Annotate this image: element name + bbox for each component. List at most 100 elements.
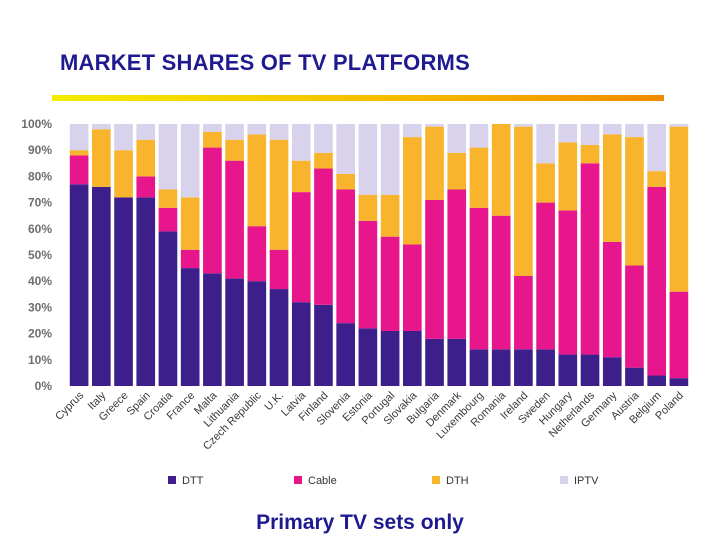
bar-segment-dth-croatia <box>158 189 178 208</box>
bar-segment-iptv-italy <box>91 124 111 130</box>
bar-segment-dtt-sweden <box>536 349 555 386</box>
bar-segment-iptv-cyprus <box>69 124 89 151</box>
bar-group <box>69 124 689 386</box>
bar-segment-cable-slovenia <box>336 189 356 324</box>
bar-segment-dtt-romania <box>491 349 511 386</box>
bar-segment-dth-france <box>180 197 200 250</box>
bar-segment-dtt-luxembourg <box>469 349 489 386</box>
bar-segment-dth-finland <box>314 152 333 169</box>
bar-segment-dth-romania <box>491 124 511 216</box>
stacked-bar-chart: 0% 10% 20% 30% 40% 50% 60% 70% 80% 90% 100% Cyprus… <box>21 117 689 487</box>
y-tick-label: 60% <box>28 222 52 236</box>
bar-segment-iptv-estonia <box>358 124 378 195</box>
bar-segment-iptv-latvia <box>291 124 311 161</box>
bar-segment-dth-italy <box>91 129 111 187</box>
legend-swatch-dtt <box>168 476 176 484</box>
bar-segment-cable-poland <box>669 291 689 379</box>
legend-swatch-cable <box>294 476 302 484</box>
bar-segment-dth-denmark <box>447 152 467 190</box>
bar-segment-cable-portugal <box>380 236 400 331</box>
legend-swatch-dth <box>432 476 440 484</box>
bar-segment-dtt-estonia <box>358 328 378 386</box>
bar-segment-cable-austria <box>625 265 644 368</box>
bar-segment-dth-sweden <box>536 163 555 203</box>
bar-segment-iptv-lithuania <box>225 124 244 140</box>
y-tick-label: 10% <box>28 353 52 367</box>
bar-segment-dtt-latvia <box>291 302 311 386</box>
bar-segment-dth-czech-republic <box>247 134 267 227</box>
bar-segment-iptv-slovenia <box>336 124 356 174</box>
bar-segment-cable-latvia <box>291 192 311 303</box>
y-tick-label: 20% <box>28 327 52 341</box>
y-tick-label: 30% <box>28 300 52 314</box>
bar-segment-dtt-netherlands <box>580 354 600 386</box>
bar-segment-iptv-greece <box>114 124 133 151</box>
bar-segment-cable-belgium <box>647 186 667 376</box>
bar-segment-cable-lithuania <box>225 160 244 279</box>
bar-segment-dth-estonia <box>358 194 378 221</box>
x-axis-labels: Cyprus ItalyGreeceSpainCroatiaFranceMalta… <box>53 389 686 453</box>
bar-segment-dtt-hungary <box>558 354 578 386</box>
y-axis: 0% 10% 20% 30% 40% 50% 60% 70% 80% 90% 100% <box>21 117 52 393</box>
legend-label-iptv: IPTV <box>574 475 599 487</box>
bar-segment-cable-estonia <box>358 220 378 329</box>
bar-segment-dth-cyprus <box>69 150 89 156</box>
bar-segment-dth-lithuania <box>225 139 244 161</box>
bar-segment-cable-luxembourg <box>469 207 489 350</box>
bar-segment-cable-u-k- <box>269 249 289 290</box>
bar-segment-dth-poland <box>669 126 689 292</box>
bar-segment-iptv-germany <box>602 124 622 135</box>
bar-segment-dtt-spain <box>136 197 156 386</box>
bar-segment-dtt-ireland <box>514 349 533 386</box>
bar-segment-dth-slovakia <box>402 137 422 245</box>
bar-segment-dtt-bulgaria <box>425 338 444 386</box>
bar-segment-cable-ireland <box>514 275 533 350</box>
bar-segment-iptv-austria <box>625 124 644 138</box>
bar-segment-iptv-belgium <box>647 124 667 172</box>
bar-segment-dth-luxembourg <box>469 147 489 208</box>
bar-segment-dtt-croatia <box>158 231 178 386</box>
bar-segment-iptv-malta <box>203 124 222 132</box>
bar-segment-cable-sweden <box>536 202 555 350</box>
bar-segment-dtt-finland <box>314 304 333 386</box>
bar-segment-dth-netherlands <box>580 144 600 164</box>
bar-segment-iptv-hungary <box>558 124 578 143</box>
y-tick-label: 90% <box>28 143 52 157</box>
bar-segment-iptv-france <box>180 124 200 198</box>
y-tick-label: 70% <box>28 196 52 210</box>
legend-swatch-iptv <box>560 476 568 484</box>
bar-segment-dth-slovenia <box>336 173 356 190</box>
y-tick-label: 0% <box>35 379 53 393</box>
bar-segment-cable-croatia <box>158 207 178 232</box>
bar-segment-cable-finland <box>314 168 333 305</box>
bar-segment-dth-austria <box>625 137 644 266</box>
bar-segment-dth-ireland <box>514 126 533 276</box>
bar-segment-iptv-luxembourg <box>469 124 489 148</box>
bar-segment-cable-malta <box>203 147 222 274</box>
bar-segment-dth-belgium <box>647 171 667 187</box>
bar-segment-dtt-germany <box>602 357 622 386</box>
bar-segment-iptv-slovakia <box>402 124 422 138</box>
title-underline-bar <box>52 95 664 101</box>
bar-segment-cable-slovakia <box>402 244 422 331</box>
bar-segment-iptv-netherlands <box>580 124 600 145</box>
bar-segment-dtt-denmark <box>447 338 467 386</box>
bar-segment-dtt-lithuania <box>225 278 244 386</box>
legend-label-cable: Cable <box>308 475 337 487</box>
bar-segment-dtt-portugal <box>380 330 400 386</box>
bar-segment-dtt-u-k- <box>269 289 289 386</box>
legend-label-dth: DTH <box>446 475 469 487</box>
bar-segment-dth-germany <box>602 134 622 242</box>
y-tick-label: 80% <box>28 169 52 183</box>
bar-segment-dth-spain <box>136 139 156 177</box>
bar-segment-iptv-finland <box>314 124 333 153</box>
bar-segment-dtt-slovenia <box>336 323 356 386</box>
bar-segment-iptv-ireland <box>514 124 533 127</box>
bar-segment-dtt-czech-republic <box>247 281 267 386</box>
bar-segment-dtt-austria <box>625 367 644 386</box>
bar-segment-iptv-czech-republic <box>247 124 267 135</box>
bar-segment-iptv-u-k- <box>269 124 289 140</box>
bar-segment-dtt-slovakia <box>402 330 422 386</box>
bar-segment-cable-spain <box>136 176 156 198</box>
bar-segment-iptv-denmark <box>447 124 467 153</box>
